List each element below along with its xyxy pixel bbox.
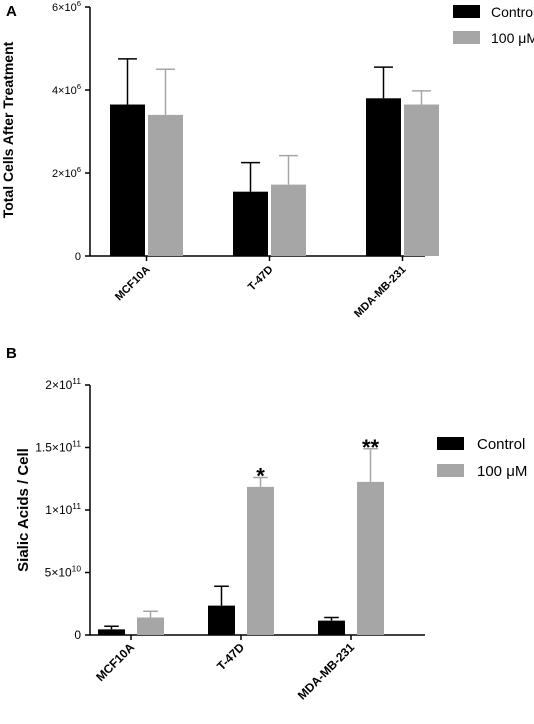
x-tick-label: MDA-MB-231 <box>295 640 357 702</box>
x-tick-label: MCF10A <box>93 640 137 684</box>
y-tick-label-exponent: 10 <box>72 564 82 574</box>
y-tick-label: 1×1011 <box>45 501 81 517</box>
y-tick-label: 2×106 <box>52 165 81 180</box>
legend-label: Control <box>477 436 525 453</box>
y-tick-label-base: 0 <box>74 628 81 642</box>
y-tick-label-base: 6×10 <box>52 2 77 14</box>
y-tick-label-base: 1×10 <box>45 503 72 517</box>
y-tick-label: 2×1011 <box>45 376 81 392</box>
significance-marker: * <box>256 464 265 489</box>
legend-swatch <box>453 31 480 44</box>
legend-label: 100 μM <box>491 30 534 46</box>
bar-control-t-47d <box>208 605 235 635</box>
panel-label: B <box>6 345 17 362</box>
x-tick-label: MCF10A <box>113 264 153 304</box>
y-tick-label-base: 2×10 <box>52 168 77 180</box>
y-tick-label: 0 <box>74 628 81 642</box>
y-tick-label-base: 5×10 <box>45 566 72 580</box>
y-tick-label: 5×1010 <box>45 564 82 580</box>
bar-control-t-47d <box>233 191 268 256</box>
significance-marker: ** <box>362 435 380 460</box>
y-tick-label-exponent: 11 <box>72 501 81 511</box>
bar-100-m-mda-mb-231 <box>357 481 384 635</box>
bar-100-m-mcf10a <box>148 114 183 257</box>
y-tick-label-exponent: 11 <box>72 439 81 449</box>
y-tick-label-base: 1.5×10 <box>35 441 72 455</box>
legend-label: 100 μM <box>477 463 527 480</box>
bar-100-m-mcf10a <box>137 617 164 635</box>
bar-control-mda-mb-231 <box>318 620 345 635</box>
bar-control-mcf10a <box>98 629 125 635</box>
bar-100-m-t-47d <box>271 184 306 256</box>
bar-100-m-t-47d <box>247 486 274 635</box>
y-tick-label-base: 0 <box>75 251 81 263</box>
y-tick-label: 0 <box>75 251 81 263</box>
legend-swatch <box>437 437 464 450</box>
y-tick-label: 6×106 <box>52 0 81 14</box>
legend-swatch <box>453 5 480 18</box>
y-tick-label-base: 2×10 <box>45 378 72 392</box>
y-tick-label-exponent: 11 <box>72 376 81 386</box>
y-tick-label-exponent: 6 <box>77 0 81 8</box>
y-tick-label: 1.5×1011 <box>35 439 81 455</box>
y-tick-label-base: 4×10 <box>52 85 77 97</box>
x-tick-label: T-47D <box>246 264 276 294</box>
bar-control-mda-mb-231 <box>366 98 401 256</box>
y-tick-label: 4×106 <box>52 82 81 97</box>
bar-100-m-mda-mb-231 <box>404 104 439 257</box>
legend-label: Control <box>491 4 534 20</box>
y-tick-label-exponent: 6 <box>77 82 81 91</box>
bar-control-mcf10a <box>110 104 145 257</box>
panel-label: A <box>6 3 17 20</box>
y-tick-label-exponent: 6 <box>77 165 81 174</box>
x-tick-label: T-47D <box>214 640 247 673</box>
x-tick-label: MDA-MB-231 <box>352 264 408 320</box>
legend-swatch <box>437 464 464 477</box>
y-axis-title: Sialic Acids / Cell <box>15 448 32 572</box>
y-axis-title: Total Cells After Treatment <box>0 41 16 218</box>
